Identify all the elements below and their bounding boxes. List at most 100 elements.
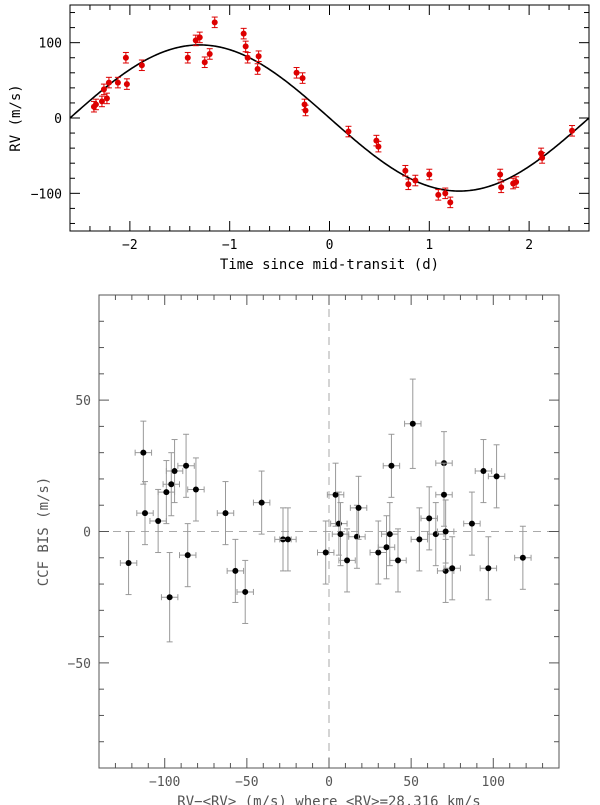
- rv-data-point: [442, 190, 449, 197]
- bis-data-point: [183, 462, 190, 469]
- rv-data-point: [122, 54, 129, 61]
- rv-data-point: [201, 59, 208, 66]
- bis-data-point: [383, 544, 390, 551]
- bis-data-point: [344, 557, 351, 564]
- y-tick-label: 50: [75, 394, 91, 409]
- bis-data-point: [332, 491, 339, 498]
- rv-data-point: [299, 75, 306, 82]
- bis-data-point: [426, 515, 433, 522]
- bis-data-point: [163, 489, 170, 496]
- bis-x-axis-label: RV−<RV> (m/s) where <RV>=28.316 km/s: [177, 794, 480, 805]
- rv-x-axis-label: Time since mid-transit (d): [220, 257, 439, 273]
- rv-data-point: [375, 143, 382, 150]
- rv-data-point: [184, 54, 191, 61]
- y-tick-label: −100: [31, 187, 62, 202]
- rv-data-point: [255, 53, 262, 60]
- bis-data-point: [442, 528, 449, 535]
- rv-data-point: [447, 199, 454, 206]
- bis-data-point: [168, 481, 175, 488]
- rv-data-point: [426, 171, 433, 178]
- bis-data-point: [140, 449, 147, 456]
- rv-chart: −2 −1 0 1 2 −100 0 100 Time since mid-transit (…: [8, 4, 590, 273]
- rv-data-point: [538, 150, 545, 157]
- bis-data-point: [258, 499, 265, 506]
- bis-data-point: [242, 588, 249, 595]
- bis-data-point: [184, 552, 191, 559]
- rv-data-point: [196, 34, 203, 41]
- bis-data-point: [485, 565, 492, 572]
- rv-data-point: [240, 30, 247, 37]
- y-tick-label: 0: [83, 526, 91, 541]
- rv-data-point: [412, 177, 419, 184]
- rv-data-point: [244, 54, 251, 61]
- bis-data-point: [409, 420, 416, 427]
- bis-data-point: [441, 491, 447, 498]
- rv-data-point: [123, 81, 130, 88]
- bis-data-point: [355, 504, 362, 511]
- x-tick-label: −50: [235, 775, 258, 790]
- bis-data-point: [519, 554, 526, 561]
- rv-data-point: [105, 79, 112, 86]
- bis-data-point: [232, 567, 239, 574]
- x-tick-label: 0: [325, 775, 333, 790]
- y-tick-label: −50: [68, 657, 91, 672]
- bis-data-point: [166, 594, 173, 601]
- bis-data-point: [386, 531, 393, 538]
- rv-data-point: [513, 179, 520, 186]
- x-tick-label: 0: [326, 238, 334, 253]
- rv-data-point: [293, 69, 300, 76]
- rv-data-point: [242, 43, 249, 50]
- bis-data-layer: [119, 378, 532, 643]
- y-tick-label: 0: [54, 112, 62, 127]
- bis-data-point: [416, 536, 423, 543]
- rv-data-point: [345, 128, 352, 135]
- bis-data-point: [125, 560, 132, 567]
- bis-data-point: [284, 536, 291, 543]
- x-tick-label: −1: [222, 238, 238, 253]
- rv-data-point: [405, 181, 412, 188]
- bis-data-point: [493, 473, 500, 480]
- bis-data-point: [155, 517, 162, 524]
- bis-data-point: [375, 549, 382, 556]
- rv-data-point: [498, 184, 505, 191]
- bis-data-point: [171, 468, 178, 475]
- rv-data-point: [254, 66, 261, 73]
- bis-data-point: [480, 468, 487, 475]
- x-tick-label: 100: [482, 775, 505, 790]
- bis-data-point: [337, 531, 344, 538]
- rv-axis-ticks: −2 −1 0 1 2 −100 0 100: [31, 5, 590, 253]
- bis-data-point: [222, 510, 229, 517]
- bis-reference-lines: [99, 295, 559, 768]
- x-tick-label: 50: [403, 775, 419, 790]
- y-tick-label: 100: [39, 37, 62, 52]
- rv-y-axis-label: RV (m/s): [8, 84, 24, 151]
- rv-data-point: [114, 79, 121, 86]
- x-tick-label: −100: [149, 775, 180, 790]
- rv-data-point: [497, 171, 504, 178]
- bis-data-point: [395, 557, 401, 564]
- bis-y-axis-label: CCF BIS (m/s): [36, 477, 52, 587]
- bis-axis-ticks: −100 −50 0 50 100 −50 0 50: [68, 294, 560, 790]
- rv-data-point: [103, 95, 110, 102]
- rv-data-point: [302, 107, 309, 114]
- rv-data-point: [206, 50, 213, 57]
- bis-data-point: [449, 565, 456, 572]
- model-curve: [69, 44, 590, 192]
- rv-data-point: [98, 98, 105, 105]
- rv-data-point: [138, 62, 145, 69]
- rv-data-point: [301, 101, 308, 108]
- bis-data-point: [142, 510, 148, 517]
- rv-data-point: [402, 167, 409, 174]
- rv-data-point: [92, 101, 99, 108]
- rv-data-point: [539, 154, 546, 161]
- rv-data-point: [100, 86, 107, 93]
- rv-data-point: [211, 19, 218, 26]
- x-tick-label: −2: [122, 238, 138, 253]
- bis-chart: −100 −50 0 50 100 −50 0 50 RV−<RV> (m/s) where …: [36, 294, 560, 805]
- rv-data-point: [435, 191, 442, 198]
- x-tick-label: 1: [425, 238, 433, 253]
- bis-data-point: [388, 462, 395, 469]
- bis-data-point: [468, 520, 475, 527]
- rv-data-point: [569, 127, 576, 134]
